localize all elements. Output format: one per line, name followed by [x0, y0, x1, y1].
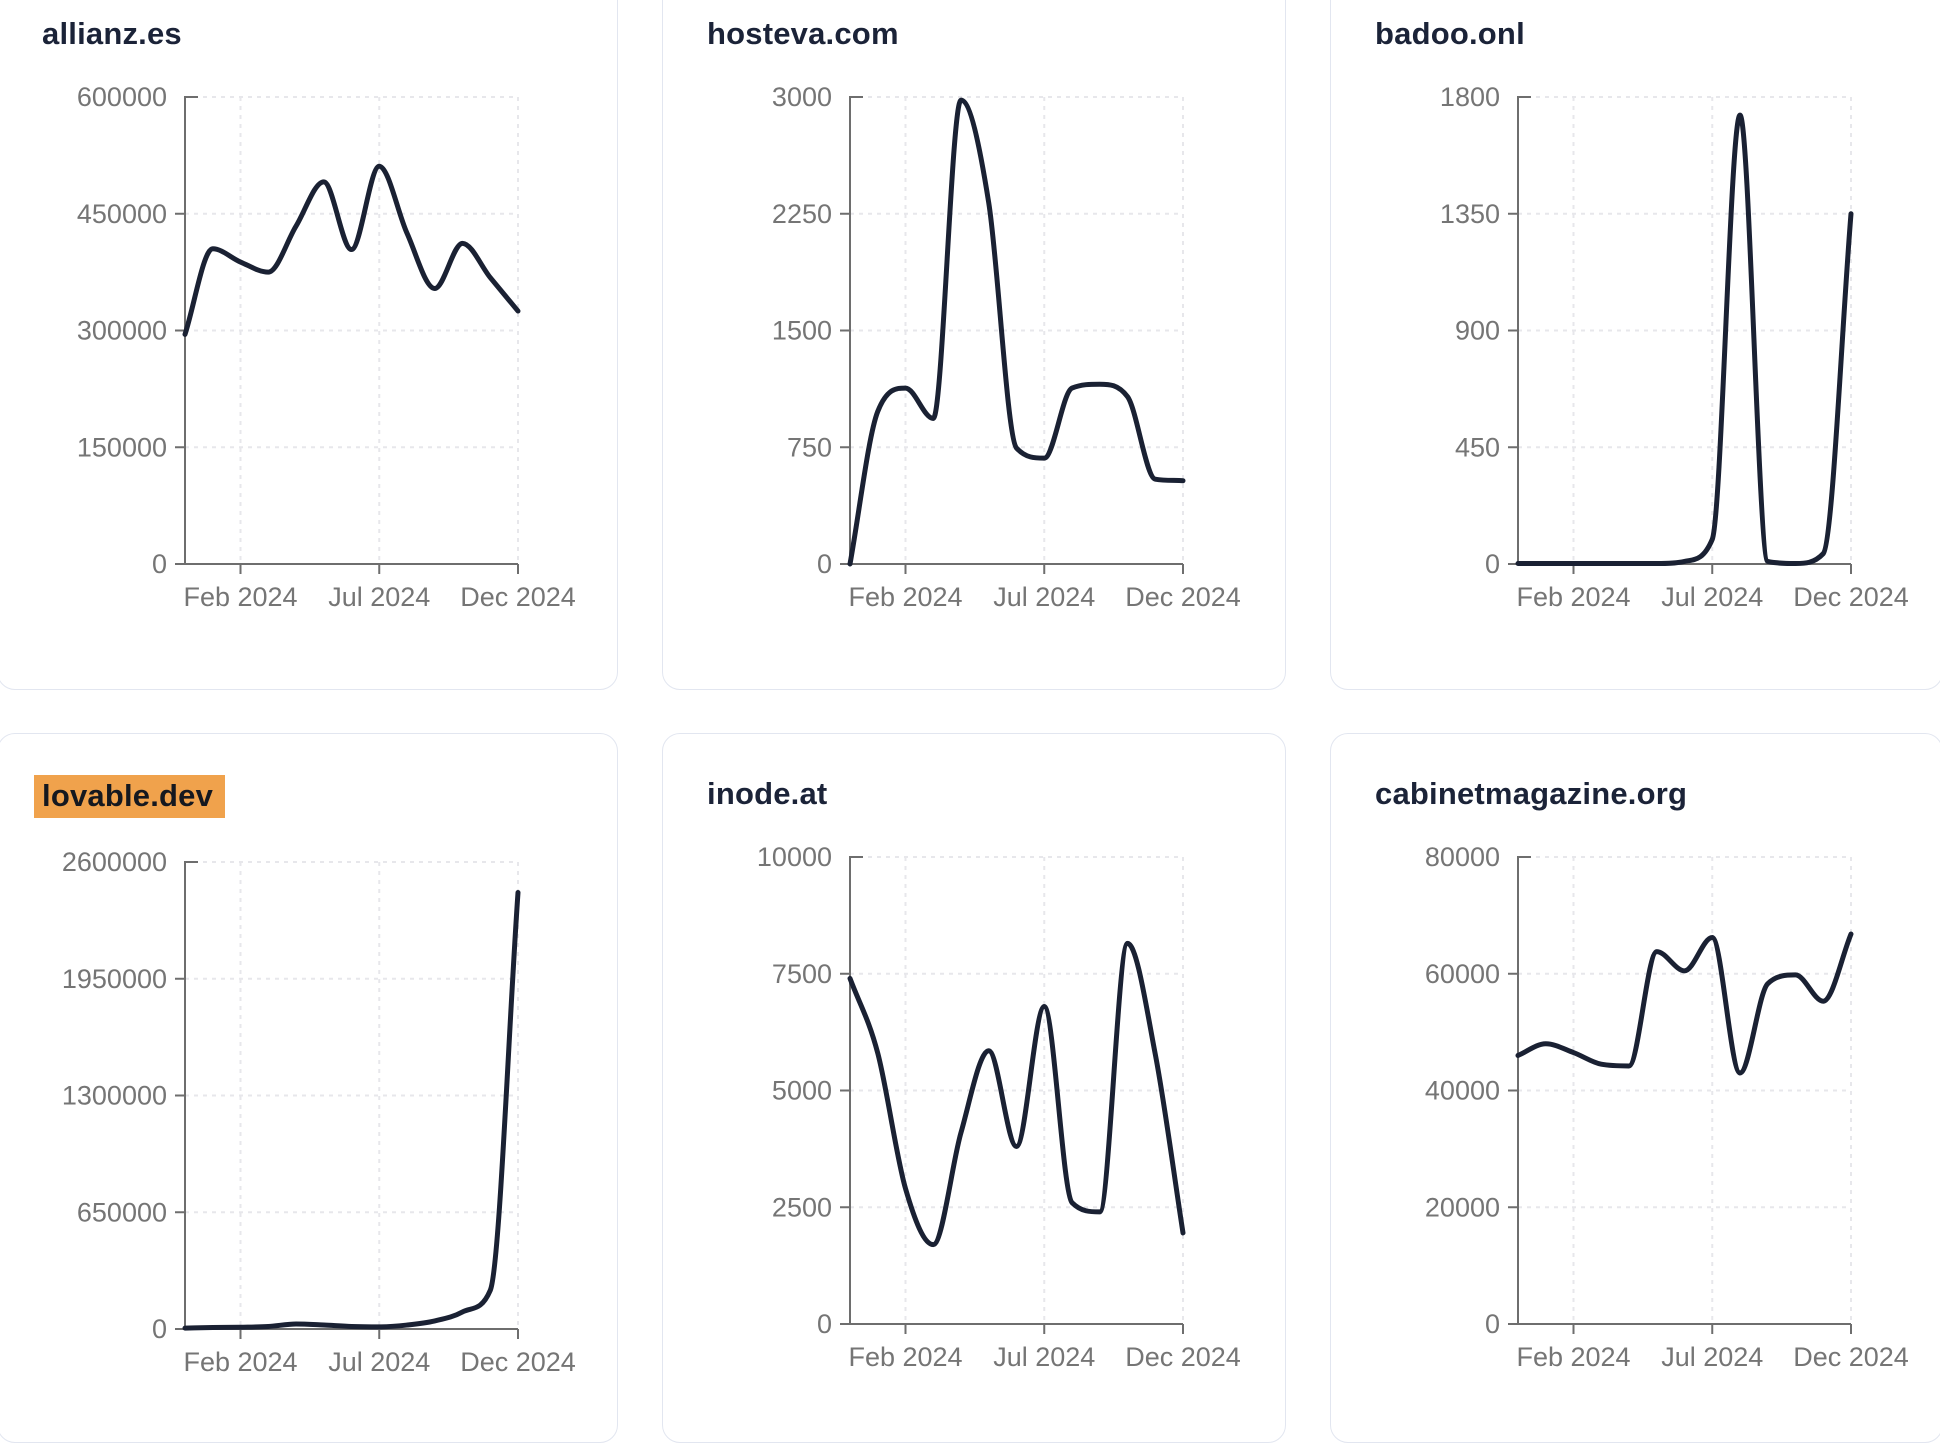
chart-card: allianz.es 0 150000 300000 450000 600000 Feb …: [0, 0, 618, 690]
y-axis-tick-label: 600000: [77, 82, 167, 112]
chart-title-text: hosteva.com: [707, 16, 899, 51]
chart-title-text: badoo.onl: [1375, 16, 1525, 51]
chart-title: badoo.onl: [1375, 15, 1940, 53]
line-chart-svg: 0 2500 5000 7500 10000 Feb 2024 Jul 2024 Dec 20…: [757, 842, 1241, 1372]
line-chart-svg: 0 20000 40000 60000 80000 Feb 2024 Jul 2024 Dec…: [1425, 842, 1909, 1372]
trend-line: [1515, 112, 1854, 566]
x-axis-tick-label: Jul 2024: [328, 582, 430, 612]
chart-title-text: lovable.dev: [34, 775, 226, 818]
x-axis-tick-label: Jul 2024: [993, 1342, 1095, 1372]
y-axis-tick-label: 80000: [1425, 842, 1500, 872]
chart-title: inode.at: [707, 775, 1285, 813]
y-axis-tick-label: 1800: [1440, 82, 1500, 112]
trend-line: [182, 163, 521, 337]
trend-line: [847, 97, 1186, 567]
y-axis-tick-label: 0: [1485, 549, 1500, 579]
y-axis-tick-label: 1300000: [62, 1081, 167, 1111]
x-axis-tick-label: Dec 2024: [460, 1347, 576, 1377]
y-axis-tick-label: 1950000: [62, 964, 167, 994]
y-axis-tick-label: 7500: [772, 959, 832, 989]
chart-title-text: allianz.es: [42, 16, 182, 51]
x-axis-tick-label: Dec 2024: [1125, 1342, 1241, 1372]
y-axis-tick-label: 3000: [772, 82, 832, 112]
chart-card: hosteva.com 0 750 1500 2250 3000 Feb 2024 Jul …: [662, 0, 1286, 690]
line-chart-svg: 0 150000 300000 450000 600000 Feb 2024 Jul 202…: [77, 82, 576, 612]
x-axis-tick-label: Dec 2024: [1793, 1342, 1909, 1372]
chart-title-text: cabinetmagazine.org: [1375, 776, 1688, 811]
y-axis-tick-label: 1500: [772, 316, 832, 346]
x-axis-tick-label: Jul 2024: [1661, 582, 1763, 612]
y-axis-tick-label: 900: [1455, 316, 1500, 346]
chart-title: cabinetmagazine.org: [1375, 775, 1940, 813]
chart-title: lovable.dev: [34, 775, 617, 818]
x-axis-tick-label: Feb 2024: [1516, 582, 1630, 612]
y-axis-tick-label: 150000: [77, 432, 167, 462]
y-axis-tick-label: 60000: [1425, 959, 1500, 989]
y-axis-tick-label: 650000: [77, 1197, 167, 1227]
y-axis-tick-label: 0: [817, 549, 832, 579]
chart-title: allianz.es: [42, 15, 617, 53]
y-axis-tick-label: 450000: [77, 199, 167, 229]
y-axis-tick-label: 750: [787, 432, 832, 462]
y-axis-tick-label: 0: [152, 1314, 167, 1344]
x-axis-tick-label: Feb 2024: [848, 1342, 962, 1372]
x-axis-tick-label: Feb 2024: [183, 1347, 297, 1377]
x-axis-tick-label: Jul 2024: [993, 582, 1095, 612]
trend-line: [1515, 931, 1854, 1076]
y-axis-tick-label: 5000: [772, 1076, 832, 1106]
y-axis-tick-label: 0: [152, 549, 167, 579]
x-axis-tick-label: Dec 2024: [1125, 582, 1241, 612]
x-axis-tick-label: Feb 2024: [1516, 1342, 1630, 1372]
chart-card: badoo.onl 0 450 900 1350 1800 Feb 2024 Jul 202…: [1330, 0, 1940, 690]
chart-card: lovable.dev 0 650000 1300000 1950000 2600000…: [0, 733, 618, 1443]
y-axis-tick-label: 40000: [1425, 1076, 1500, 1106]
chart-title: hosteva.com: [707, 15, 1285, 53]
trend-line: [182, 890, 521, 1331]
line-chart-svg: 0 650000 1300000 1950000 2600000 Feb 2024 Jul …: [62, 847, 576, 1377]
x-axis-tick-label: Jul 2024: [328, 1347, 430, 1377]
y-axis-tick-label: 2500: [772, 1192, 832, 1222]
x-axis-tick-label: Dec 2024: [460, 582, 576, 612]
y-axis-tick-label: 1350: [1440, 199, 1500, 229]
chart-title-text: inode.at: [707, 776, 828, 811]
y-axis-tick-label: 0: [1485, 1309, 1500, 1339]
y-axis-tick-label: 10000: [757, 842, 832, 872]
trend-line: [847, 940, 1186, 1248]
x-axis-tick-label: Dec 2024: [1793, 582, 1909, 612]
y-axis-tick-label: 0: [817, 1309, 832, 1339]
x-axis-tick-label: Feb 2024: [183, 582, 297, 612]
y-axis-tick-label: 2600000: [62, 847, 167, 877]
x-axis-tick-label: Jul 2024: [1661, 1342, 1763, 1372]
y-axis-tick-label: 20000: [1425, 1192, 1500, 1222]
y-axis-tick-label: 2250: [772, 199, 832, 229]
x-axis-tick-label: Feb 2024: [848, 582, 962, 612]
chart-card: inode.at 0 2500 5000 7500 10000 Feb 2024 Jul 2…: [662, 733, 1286, 1443]
line-chart-svg: 0 750 1500 2250 3000 Feb 2024 Jul 2024 Dec 2024: [772, 82, 1241, 612]
line-chart-svg: 0 450 900 1350 1800 Feb 2024 Jul 2024 Dec 2024: [1440, 82, 1909, 612]
y-axis-tick-label: 300000: [77, 316, 167, 346]
chart-card: cabinetmagazine.org 0 20000 40000 60000 8000…: [1330, 733, 1940, 1443]
y-axis-tick-label: 450: [1455, 432, 1500, 462]
